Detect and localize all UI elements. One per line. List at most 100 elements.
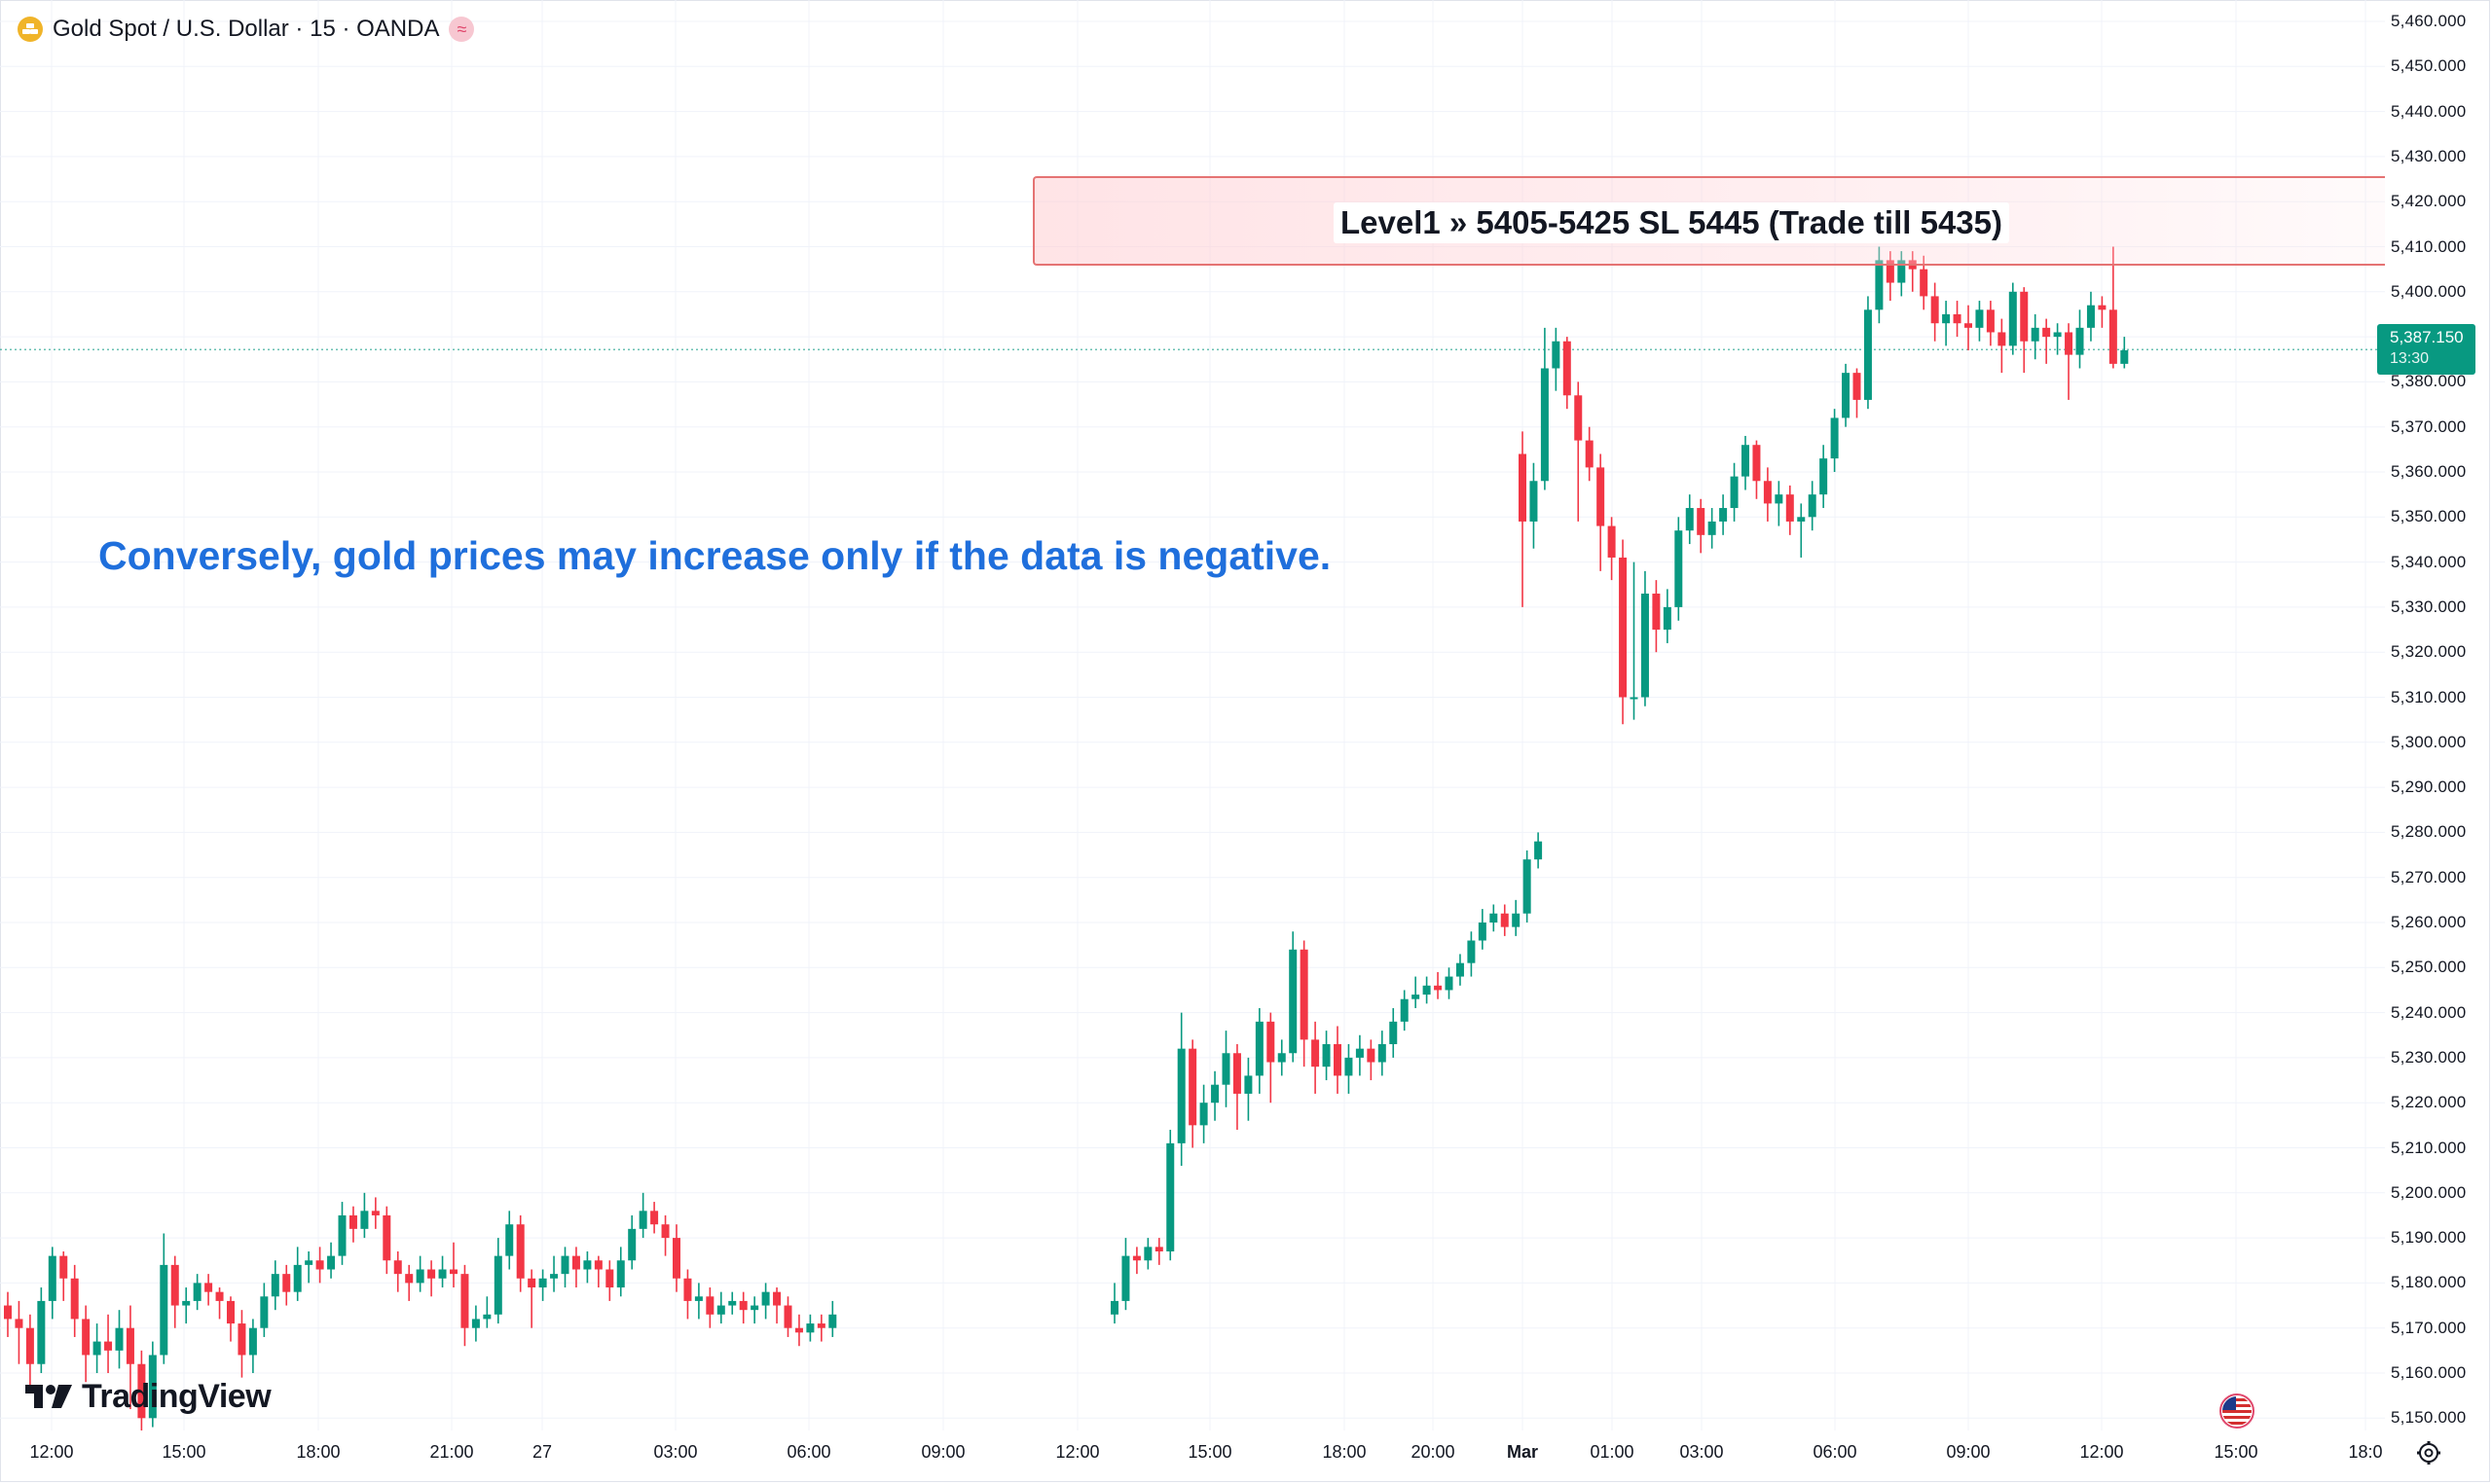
- price-tick-label: 5,210.000: [2391, 1138, 2467, 1157]
- price-tick-label: 5,180.000: [2391, 1273, 2467, 1292]
- candle-body: [92, 1341, 101, 1356]
- candle-body: [1500, 913, 1509, 927]
- candle: [126, 1305, 134, 1410]
- candle-body: [1529, 481, 1538, 522]
- price-tick-label: 5,260.000: [2391, 913, 2467, 931]
- candle-body: [1685, 508, 1694, 531]
- tradingview-logo[interactable]: TradingView: [23, 1377, 272, 1416]
- chart-plot-area[interactable]: [0, 0, 2385, 1430]
- price-tick-label: 5,450.000: [2391, 56, 2467, 76]
- candle: [238, 1310, 246, 1378]
- candle-body: [784, 1305, 792, 1328]
- candle: [450, 1242, 458, 1288]
- data-status-icon[interactable]: ≈: [449, 17, 475, 42]
- candle: [1953, 301, 1961, 338]
- candle-body: [1596, 467, 1605, 526]
- candle: [1177, 1012, 1186, 1167]
- candle: [1785, 485, 1794, 535]
- candle: [1367, 1039, 1375, 1081]
- candle-body: [293, 1264, 302, 1292]
- candle-body: [1222, 1053, 1230, 1085]
- price-axis[interactable]: [2385, 0, 2492, 1430]
- candle-body: [260, 1296, 269, 1328]
- price-tick-label: 5,300.000: [2391, 732, 2467, 751]
- candle-body: [817, 1323, 825, 1328]
- candle: [1244, 1057, 1253, 1121]
- candle: [148, 1341, 157, 1428]
- time-tick-label: 15:00: [162, 1442, 206, 1462]
- price-tick-label: 5,360.000: [2391, 462, 2467, 481]
- candle-body: [1189, 1048, 1197, 1126]
- candle-body: [1707, 521, 1716, 535]
- candle-body: [1411, 995, 1420, 999]
- candle-body: [37, 1300, 46, 1364]
- candle-body: [1445, 976, 1453, 991]
- candle: [1132, 1247, 1141, 1275]
- candle-body: [1132, 1255, 1141, 1261]
- candle: [1619, 539, 1628, 725]
- price-tick-label: 5,240.000: [2391, 1002, 2467, 1022]
- candle: [405, 1264, 414, 1301]
- price-tick-label: 5,230.000: [2391, 1047, 2467, 1067]
- candle-body: [1244, 1075, 1253, 1094]
- candle-body: [1121, 1255, 1130, 1301]
- candle: [1741, 435, 1749, 490]
- us-flag-icon[interactable]: [2219, 1394, 2254, 1429]
- price-tick-label: 5,370.000: [2391, 416, 2467, 436]
- tradingview-logo-icon: [25, 1385, 72, 1408]
- candle: [784, 1296, 792, 1337]
- candle-body: [1562, 341, 1571, 396]
- candle: [1300, 940, 1308, 1068]
- candle-body: [538, 1278, 547, 1288]
- candle-body: [2086, 305, 2095, 328]
- candle: [1552, 327, 1560, 391]
- time-tick-label: 03:00: [653, 1442, 698, 1462]
- candle-body: [1842, 373, 1851, 418]
- candle-body: [1730, 476, 1739, 509]
- candle-body: [1585, 440, 1594, 468]
- candle: [538, 1269, 547, 1301]
- candle-body: [1377, 1044, 1386, 1063]
- candle: [716, 1291, 725, 1324]
- candle: [4, 1291, 12, 1337]
- candle-body: [450, 1269, 458, 1275]
- candle-body: [728, 1300, 737, 1306]
- candle-body: [673, 1238, 680, 1279]
- symbol-header[interactable]: Gold Spot / U.S. Dollar · 15 · OANDA ≈: [18, 14, 475, 45]
- price-tick-label: 5,440.000: [2391, 101, 2467, 121]
- candle: [1211, 1070, 1220, 1121]
- price-tick-label: 5,280.000: [2391, 822, 2467, 842]
- candle: [416, 1255, 424, 1292]
- candle-body: [2053, 332, 2062, 338]
- price-tick-label: 5,430.000: [2391, 146, 2467, 165]
- candle-body: [639, 1211, 647, 1229]
- time-tick-label: 09:00: [1946, 1442, 1991, 1462]
- time-tick-label: Mar: [1506, 1442, 1539, 1462]
- candle-body: [137, 1363, 146, 1419]
- settings-icon[interactable]: [2416, 1440, 2441, 1466]
- candle: [1377, 1031, 1386, 1076]
- candle: [460, 1264, 469, 1347]
- candle-body: [1266, 1021, 1275, 1063]
- candle-body: [1630, 697, 1638, 700]
- candle-body: [1489, 913, 1498, 923]
- candle-body: [1355, 1048, 1364, 1058]
- candle-body: [2120, 349, 2129, 364]
- candle-body: [182, 1300, 191, 1306]
- candle-body: [25, 1327, 34, 1364]
- candle-body: [1719, 508, 1728, 522]
- candle: [170, 1255, 179, 1328]
- candle-body: [794, 1327, 803, 1333]
- candle-body: [483, 1314, 492, 1320]
- candle-body: [393, 1260, 402, 1275]
- candle-body: [773, 1291, 782, 1306]
- candle: [282, 1264, 291, 1306]
- time-tick-label: 01:00: [1590, 1442, 1634, 1462]
- candle-body: [1519, 453, 1526, 522]
- candle: [1607, 517, 1616, 581]
- candle-body: [1422, 985, 1431, 995]
- candle: [1422, 976, 1431, 1004]
- candle: [227, 1296, 235, 1342]
- candle: [1752, 440, 1761, 499]
- candle: [2020, 287, 2029, 374]
